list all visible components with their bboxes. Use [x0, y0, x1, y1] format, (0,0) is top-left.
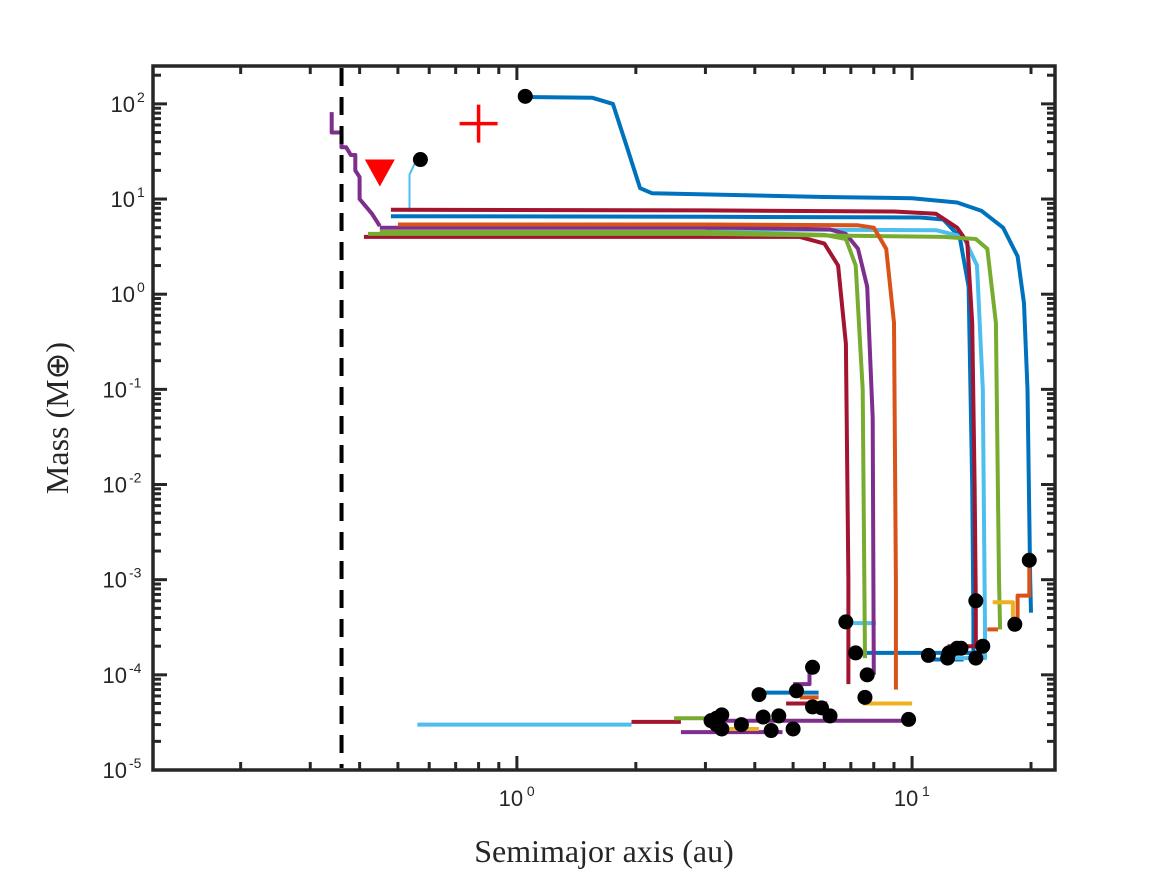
series-line-9 [390, 207, 978, 649]
endpoint-dot-21 [822, 708, 838, 724]
x-tick-label-1: 10 [894, 786, 918, 811]
endpoint-dot-5 [838, 614, 854, 630]
endpoint-dot-30 [785, 721, 801, 737]
series-line-20 [397, 222, 898, 690]
series-line-4 [408, 160, 417, 212]
endpoint-dot-22 [771, 708, 787, 724]
endpoint-dot-17 [788, 683, 804, 699]
endpoint-dot-18 [751, 687, 767, 703]
y-tick-label-exp-7: 2 [137, 89, 145, 105]
endpoint-dot-23 [755, 709, 771, 725]
endpoint-dot-32 [709, 710, 725, 726]
y-tick-label-exp-4: -1 [129, 374, 142, 390]
y-tick-label-exp-6: 1 [137, 184, 145, 200]
y-tick-label-3: 10 [103, 473, 127, 498]
endpoint-dot-31 [901, 711, 917, 727]
endpoint-dot-13 [848, 645, 864, 661]
axis-labels: Semimajor axis (au) Mass (M⊕) [39, 342, 734, 869]
endpoint-dot-2 [1021, 552, 1037, 568]
x-tick-label-exp-1: 1 [922, 783, 930, 799]
series-line-18 [368, 231, 1003, 630]
endpoint-dot-4 [1007, 616, 1023, 632]
series-layer [329, 95, 1033, 735]
y-tick-label-exp-5: 0 [137, 279, 145, 295]
endpoint-dot-14 [859, 667, 875, 683]
markers-layer [364, 88, 1037, 739]
y-tick-label-exp-3: -2 [129, 470, 142, 486]
endpoint-dot-9 [953, 640, 969, 656]
endpoint-dot-28 [733, 717, 749, 733]
y-tick-label-4: 10 [103, 377, 127, 402]
series-line-13 [379, 225, 876, 675]
y-tick-label-exp-0: -5 [129, 755, 142, 771]
x-axis-title: Semimajor axis (au) [474, 833, 733, 869]
endpoint-dot-3 [968, 593, 984, 609]
y-tick-label-7: 10 [111, 92, 135, 117]
endpoint-dot-16 [857, 689, 873, 705]
axes-layer: 10 0 10 110 -510 -410 -310 -210 -110 010 110 2 [103, 64, 1057, 811]
endpoint-dot-12 [920, 647, 936, 663]
endpoint-dot-11 [975, 638, 991, 654]
series-line-1 [390, 214, 976, 655]
endpoint-dot-0 [517, 88, 533, 104]
x-tick-label-0: 10 [499, 786, 523, 811]
y-tick-label-6: 10 [111, 187, 135, 212]
endpoint-dot-8 [941, 645, 957, 661]
series-line-0 [525, 95, 1033, 613]
y-tick-label-1: 10 [103, 663, 127, 688]
y-axis-title: Mass (M⊕) [39, 342, 75, 494]
y-tick-label-0: 10 [103, 758, 127, 783]
y-tick-label-exp-2: -3 [129, 565, 142, 581]
endpoint-dot-29 [763, 723, 779, 739]
x-tick-label-exp-0: 0 [527, 783, 535, 799]
endpoint-dot-15 [805, 659, 821, 675]
series-line-8 [363, 234, 851, 685]
y-tick-label-exp-1: -4 [129, 660, 142, 676]
y-tick-label-2: 10 [103, 568, 127, 593]
triangle-down-marker [364, 159, 395, 187]
series-line-23 [1015, 560, 1032, 620]
endpoint-dot-1 [412, 152, 428, 168]
y-tick-label-5: 10 [111, 282, 135, 307]
endpoint-dot-10 [968, 650, 984, 666]
